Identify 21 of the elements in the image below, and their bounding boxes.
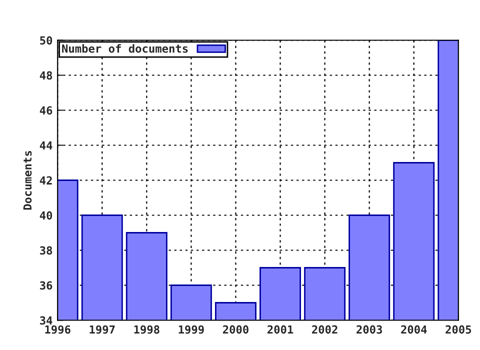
x-tick-label: 2001	[268, 325, 294, 334]
x-tick-label: 2005	[446, 325, 472, 334]
y-tick-label: 42	[40, 176, 52, 184]
y-tick-label: 40	[40, 211, 52, 220]
x-tick-label: 1996	[45, 325, 70, 334]
legend-label: Number of documents	[62, 44, 188, 53]
y-tick-label: 48	[40, 71, 52, 80]
x-tick-label: 2004	[401, 325, 427, 334]
y-tick-label: 38	[40, 246, 52, 255]
x-tick-label: 2003	[356, 325, 382, 334]
x-tick-label: 1997	[90, 325, 115, 334]
x-tick-label: 2002	[312, 325, 338, 334]
y-axis-title: Documents	[23, 151, 32, 210]
x-tick-label: 1998	[134, 325, 160, 334]
x-tick-label: 1999	[178, 325, 204, 334]
y-tick-label: 34	[40, 316, 52, 325]
y-tick-label: 50	[40, 36, 52, 45]
y-tick-label: 46	[40, 106, 52, 115]
x-tick-label: 2000	[222, 325, 248, 334]
y-tick-label: 36	[40, 281, 52, 290]
y-tick-label: 44	[40, 141, 52, 150]
